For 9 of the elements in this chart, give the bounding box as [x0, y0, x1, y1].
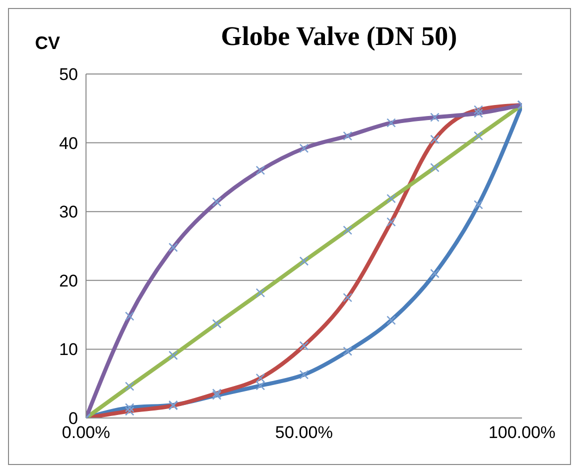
y-tick-label: 40: [59, 134, 78, 153]
y-tick-label: 20: [59, 271, 78, 290]
chart-title: Globe Valve (DN 50): [220, 21, 458, 52]
x-tick-label: 50.00%: [275, 423, 333, 442]
x-tick-label: 100.00%: [488, 423, 556, 442]
y-tick-label: 50: [59, 65, 78, 84]
y-tick-label: 30: [59, 202, 78, 222]
y-axis-title: CV: [35, 33, 60, 54]
y-tick-label: 10: [59, 340, 78, 360]
